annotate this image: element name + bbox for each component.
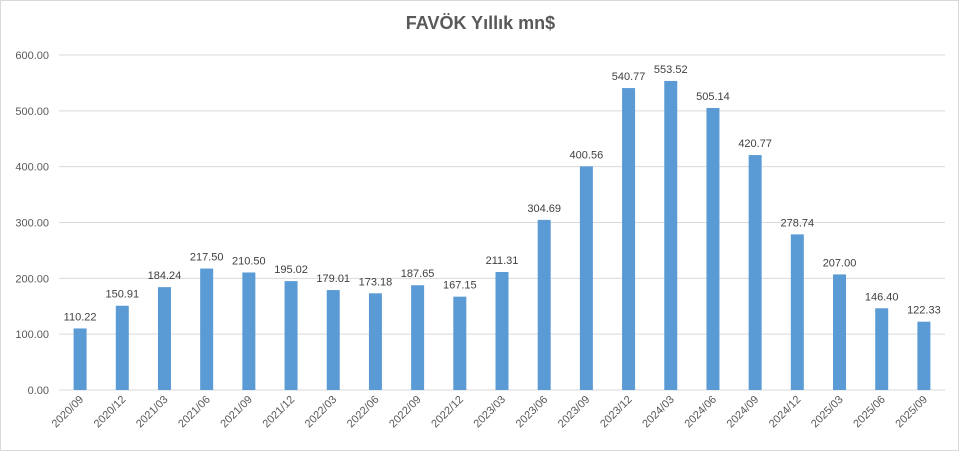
x-axis-tick-labels: 2020/09 2020/12 2021/03 2021/06 2021/09 2021/… <box>50 394 930 431</box>
data-label: 553.52 <box>654 64 688 76</box>
data-label: 110.22 <box>64 311 97 323</box>
x-tick-label: 2024/09 <box>725 394 762 431</box>
data-labels: 110.22 150.91 184.24 217.50 210.50 195.02 179.… <box>64 64 941 324</box>
y-tick-label: 500.00 <box>15 106 49 118</box>
y-axis-tick-labels: 0.00 100.00 200.00 300.00 400.00 500.00 600.00 <box>15 50 49 397</box>
data-label: 304.69 <box>527 203 561 215</box>
bar <box>664 80 678 391</box>
x-tick-label: 2022/03 <box>303 394 340 431</box>
bar <box>495 272 509 390</box>
bar <box>453 296 467 390</box>
data-label: 146.40 <box>865 291 899 303</box>
x-tick-label: 2024/12 <box>767 394 804 431</box>
bar <box>73 328 87 390</box>
bar <box>368 293 382 390</box>
data-label: 505.14 <box>696 91 730 103</box>
x-tick-label: 2021/12 <box>261 394 298 431</box>
x-tick-label: 2022/12 <box>429 394 466 431</box>
bar <box>242 272 256 390</box>
y-tick-label: 600.00 <box>15 50 49 62</box>
bar <box>115 305 129 390</box>
bar <box>537 219 551 390</box>
data-label: 420.77 <box>738 138 772 150</box>
y-tick-label: 200.00 <box>15 273 49 285</box>
y-tick-label: 300.00 <box>15 218 49 230</box>
x-tick-label: 2023/09 <box>556 394 593 431</box>
x-tick-label: 2022/06 <box>345 394 382 431</box>
bar <box>748 155 762 390</box>
data-label: 173.18 <box>359 276 393 288</box>
bar <box>326 290 340 390</box>
x-tick-label: 2023/12 <box>598 394 635 431</box>
x-tick-label: 2021/09 <box>218 394 255 431</box>
data-label: 211.31 <box>486 255 519 267</box>
data-label: 150.91 <box>105 289 139 301</box>
data-label: 400.56 <box>570 149 604 161</box>
chart-title: FAVÖK Yıllık mn$ <box>405 13 556 33</box>
bar <box>706 107 720 390</box>
data-label: 217.50 <box>190 252 224 264</box>
x-tick-label: 2023/06 <box>514 394 551 431</box>
bar <box>411 285 425 390</box>
data-label: 122.33 <box>907 305 941 317</box>
x-tick-label: 2025/03 <box>809 394 846 431</box>
data-label: 278.74 <box>781 217 815 229</box>
data-label: 195.02 <box>274 264 308 276</box>
bar <box>200 268 214 390</box>
bars <box>73 80 931 391</box>
bar <box>157 287 171 390</box>
data-label: 187.65 <box>401 268 435 280</box>
x-tick-label: 2024/06 <box>682 394 719 431</box>
bar <box>833 274 847 390</box>
bar <box>622 88 636 391</box>
y-tick-label: 400.00 <box>15 162 49 174</box>
x-tick-label: 2022/09 <box>387 394 424 431</box>
x-tick-label: 2021/06 <box>176 394 213 431</box>
x-tick-label: 2023/03 <box>472 394 509 431</box>
data-label: 210.50 <box>232 255 266 267</box>
data-label: 179.01 <box>316 273 350 285</box>
y-tick-label: 100.00 <box>15 329 49 341</box>
bar <box>875 308 889 390</box>
x-tick-label: 2020/12 <box>92 394 129 431</box>
data-label: 184.24 <box>148 270 182 282</box>
bar <box>284 281 298 390</box>
data-label: 167.15 <box>443 280 477 292</box>
x-tick-label: 2025/09 <box>893 394 930 431</box>
y-tick-label: 0.00 <box>28 385 49 397</box>
bar <box>579 166 593 390</box>
x-tick-label: 2021/03 <box>134 394 171 431</box>
data-label: 207.00 <box>823 257 857 269</box>
bar <box>917 321 931 390</box>
x-tick-label: 2020/09 <box>50 394 87 431</box>
data-label: 540.77 <box>612 71 646 83</box>
x-tick-label: 2025/06 <box>851 394 888 431</box>
x-tick-label: 2024/03 <box>640 394 677 431</box>
bar <box>790 234 804 390</box>
